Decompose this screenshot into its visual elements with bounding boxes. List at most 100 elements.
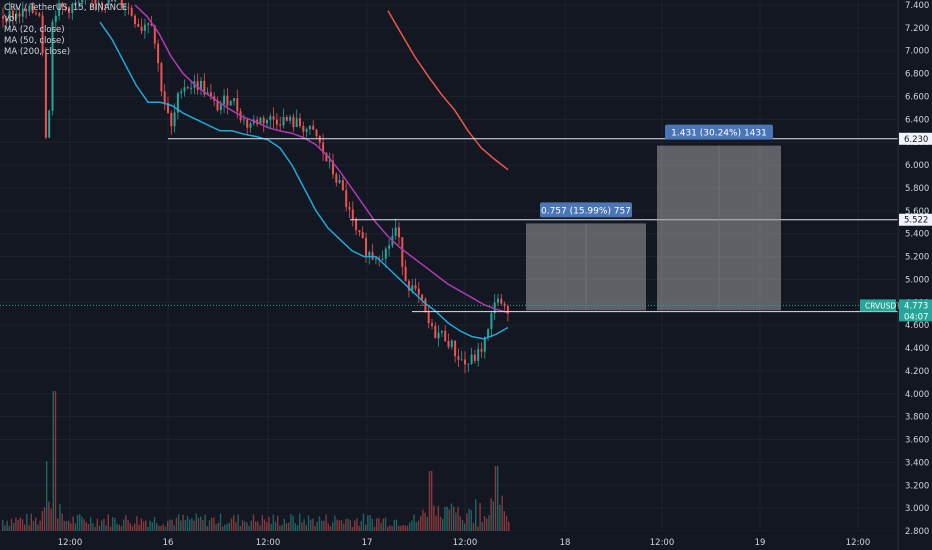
volume-bar bbox=[169, 519, 171, 531]
volume-bar bbox=[285, 523, 288, 531]
candle bbox=[355, 219, 358, 231]
candle bbox=[216, 100, 219, 111]
volume-bar bbox=[184, 520, 186, 531]
candle bbox=[434, 325, 437, 339]
volume-bar bbox=[202, 519, 204, 531]
price-axis[interactable] bbox=[898, 0, 932, 550]
volume-bar bbox=[417, 520, 420, 531]
candle bbox=[358, 230, 361, 233]
volume-bar bbox=[371, 519, 373, 531]
candle bbox=[77, 2, 80, 4]
candle bbox=[170, 112, 173, 127]
volume-bar bbox=[65, 520, 68, 531]
candle bbox=[500, 298, 503, 304]
volume-bar bbox=[378, 518, 380, 531]
candle bbox=[259, 117, 262, 125]
candle bbox=[282, 117, 285, 126]
volume-bar bbox=[101, 520, 103, 531]
volume-bar bbox=[272, 514, 274, 531]
candle bbox=[414, 285, 417, 289]
volume-bar bbox=[98, 525, 101, 531]
volume-bar bbox=[10, 518, 13, 531]
volume-bar bbox=[475, 499, 477, 531]
ma20-legend[interactable]: MA (20, close) bbox=[4, 25, 65, 35]
volume-bar bbox=[422, 509, 424, 531]
volume-bar bbox=[21, 519, 24, 531]
volume-bar bbox=[46, 461, 48, 531]
candle bbox=[41, 15, 44, 54]
volume-bar bbox=[395, 519, 398, 531]
volume-legend[interactable]: Vol bbox=[4, 14, 17, 24]
volume-bar bbox=[316, 521, 318, 531]
volume-bar bbox=[162, 524, 164, 531]
volume-bar bbox=[26, 513, 28, 531]
volume-bar bbox=[442, 518, 444, 531]
volume-bar bbox=[488, 515, 490, 531]
volume-bar bbox=[329, 526, 332, 531]
candle bbox=[345, 190, 348, 208]
candle bbox=[351, 209, 354, 220]
volume-bar bbox=[105, 525, 107, 531]
countdown-label: 04:07 bbox=[904, 312, 929, 322]
candle bbox=[242, 119, 245, 121]
volume-bar bbox=[87, 523, 90, 531]
candle bbox=[147, 23, 150, 25]
price-tag-label: 5.522 bbox=[904, 216, 928, 226]
volume-bar bbox=[19, 517, 21, 531]
volume-bar bbox=[444, 506, 446, 531]
volume-bar bbox=[461, 519, 464, 531]
volume-bar bbox=[437, 506, 439, 531]
candle bbox=[8, 10, 11, 23]
ma200-legend[interactable]: MA (200, close) bbox=[4, 47, 71, 57]
volume-bar bbox=[54, 391, 57, 531]
symbol-title[interactable]: CRV / TetherUS, 15, BINANCE bbox=[4, 3, 128, 13]
candle bbox=[54, 15, 57, 22]
volume-bar bbox=[299, 513, 301, 531]
candle bbox=[68, 7, 70, 13]
symbol-tag[interactable] bbox=[860, 299, 896, 312]
volume-bar bbox=[68, 520, 70, 531]
volume-bar bbox=[118, 524, 120, 531]
ma200-line[interactable] bbox=[387, 10, 509, 171]
candle bbox=[5, 18, 8, 23]
volume-bar bbox=[140, 518, 142, 531]
volume-bar bbox=[345, 519, 347, 531]
volume-bar bbox=[70, 523, 72, 531]
volume-bar bbox=[369, 515, 371, 531]
ma20-line[interactable] bbox=[99, 21, 509, 340]
volume-bar bbox=[338, 520, 340, 531]
candle bbox=[308, 125, 311, 130]
volume-bar bbox=[171, 519, 173, 531]
candle bbox=[163, 91, 166, 104]
volume-bar bbox=[327, 523, 329, 531]
volume-bar bbox=[492, 501, 494, 531]
candle bbox=[21, 8, 24, 17]
volume-bar bbox=[270, 523, 272, 531]
candle bbox=[454, 340, 457, 357]
candle bbox=[64, 6, 67, 8]
candle bbox=[332, 160, 334, 175]
volume-bar bbox=[208, 520, 211, 531]
ma50-line[interactable] bbox=[134, 4, 509, 314]
volume-bar bbox=[277, 515, 279, 531]
volume-bar bbox=[50, 508, 52, 531]
volume-bar bbox=[279, 525, 281, 531]
candle bbox=[196, 81, 199, 91]
candle bbox=[338, 180, 341, 183]
volume-bar bbox=[501, 495, 503, 531]
volume-bar bbox=[92, 523, 94, 531]
ma50-legend[interactable]: MA (50, close) bbox=[4, 36, 65, 46]
candle bbox=[305, 129, 308, 132]
time-axis[interactable] bbox=[0, 531, 898, 550]
candle bbox=[94, 0, 97, 4]
volume-bar bbox=[439, 516, 442, 531]
candle bbox=[97, 2, 100, 4]
candle bbox=[25, 8, 28, 12]
price-tick-label: 2.800 bbox=[905, 527, 929, 537]
candle bbox=[229, 101, 232, 106]
volume-bar bbox=[103, 518, 105, 531]
price-tick-label: 6.600 bbox=[905, 92, 929, 102]
volume-bar bbox=[191, 518, 193, 531]
